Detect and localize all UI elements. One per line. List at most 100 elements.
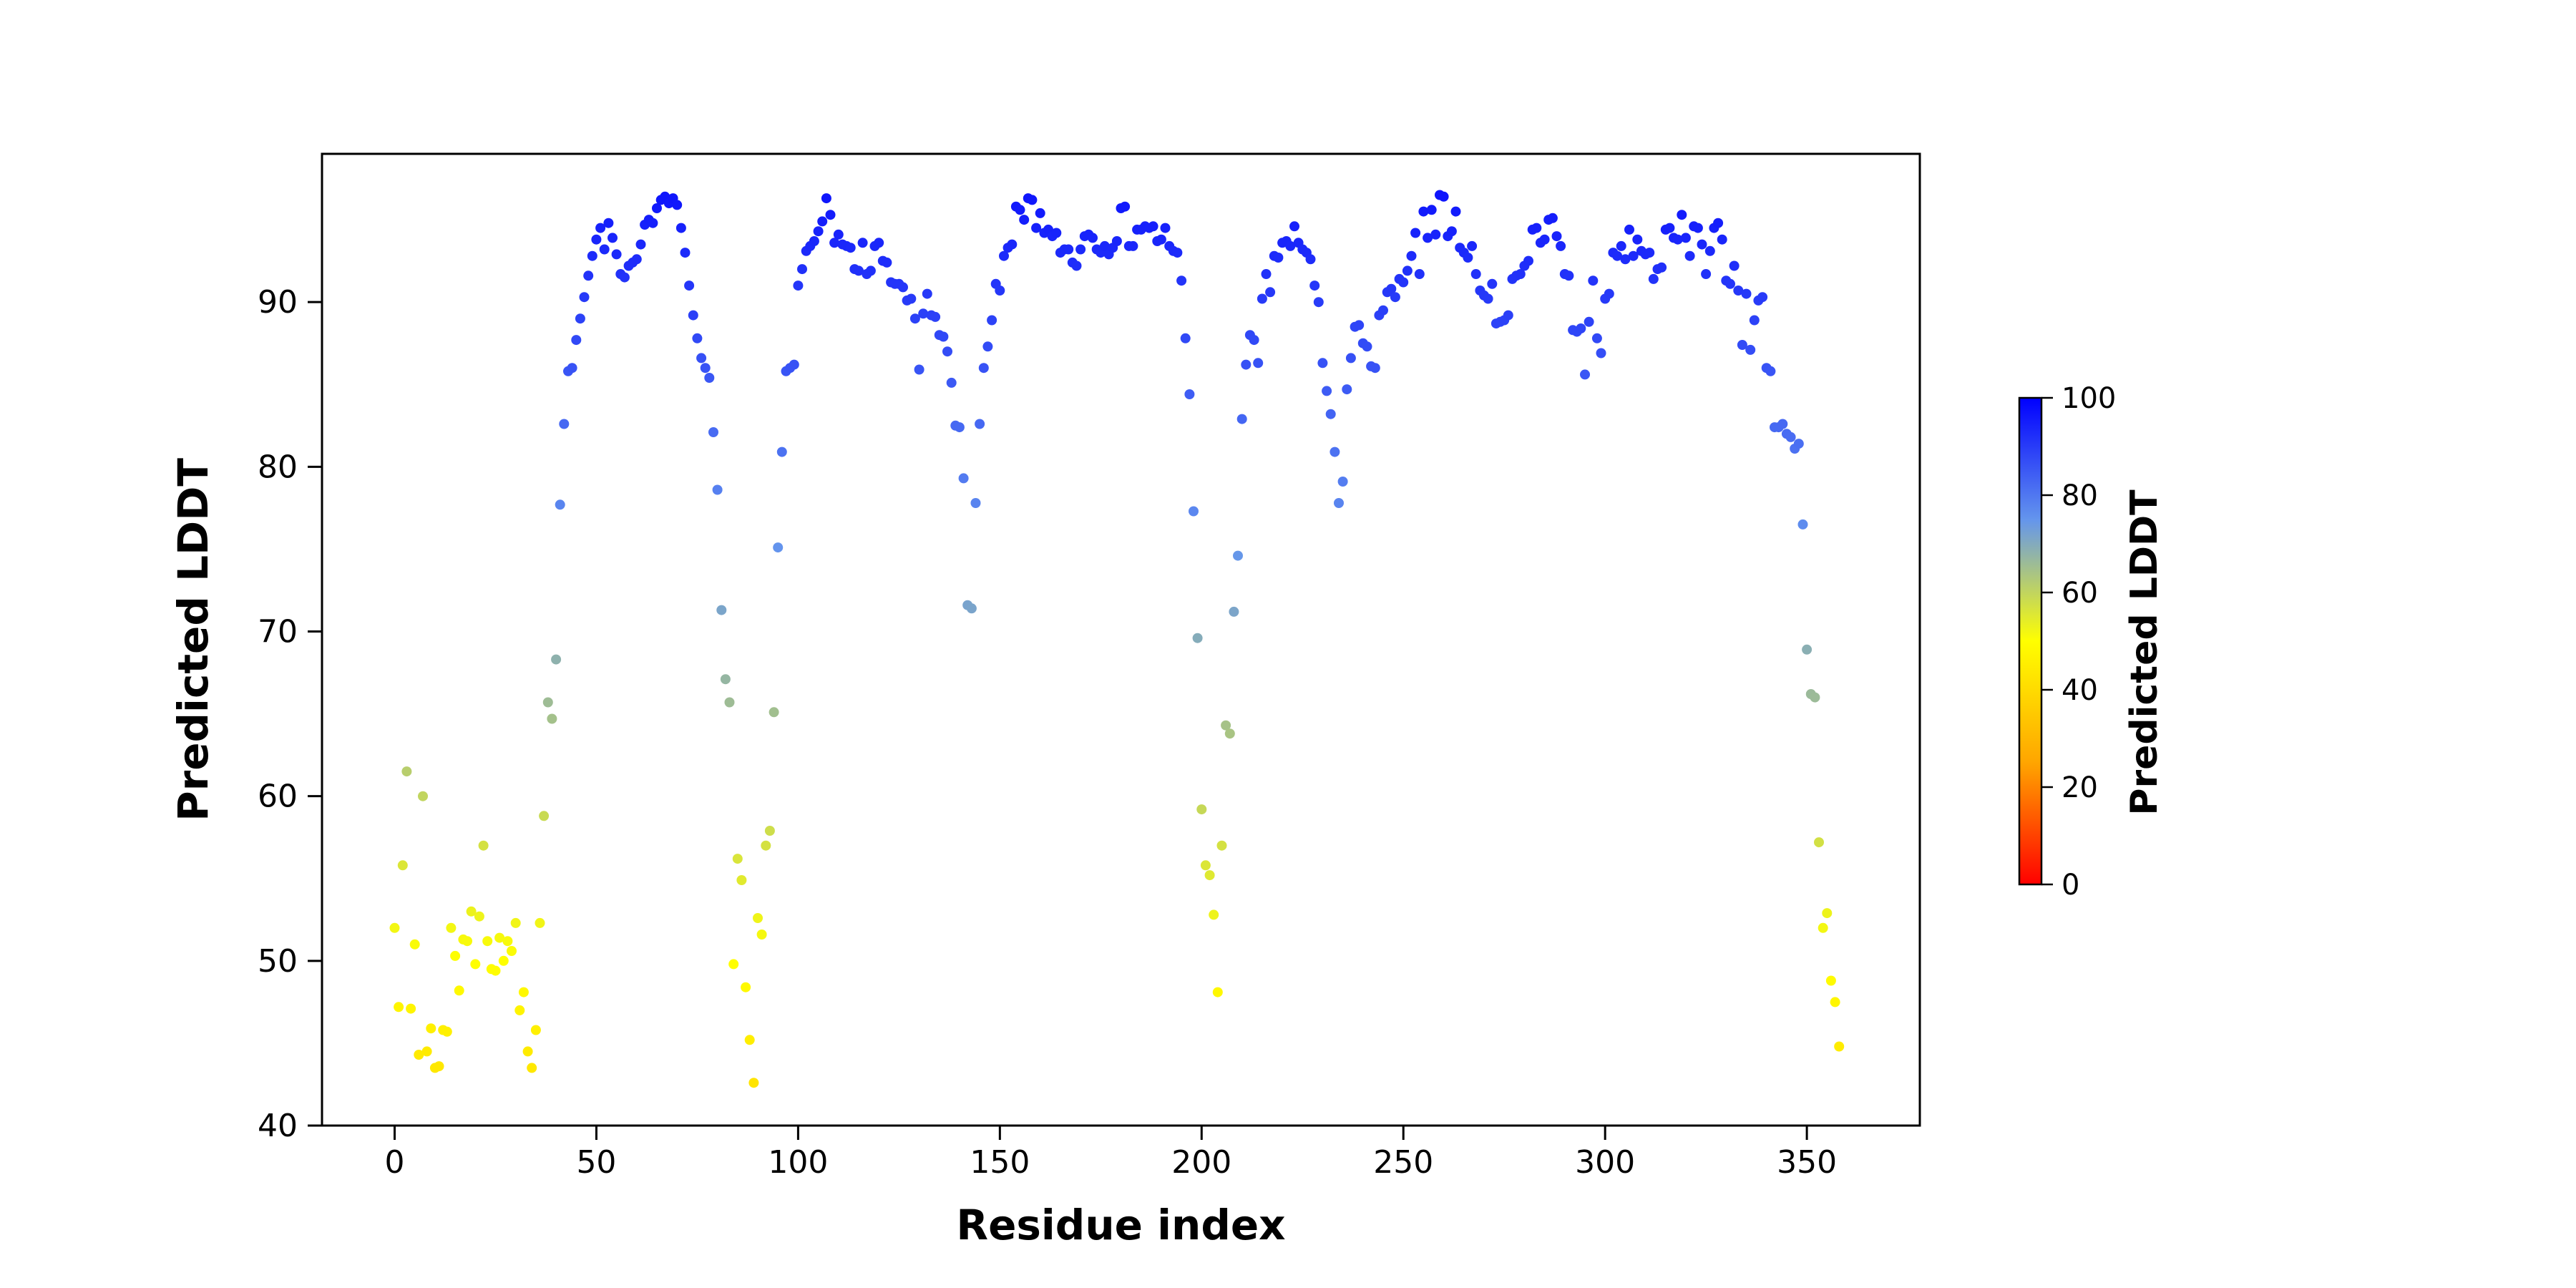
data-point <box>756 930 767 940</box>
data-point <box>958 473 969 484</box>
data-point <box>1515 269 1526 279</box>
data-point <box>741 982 751 992</box>
data-point <box>591 234 602 245</box>
data-point <box>833 229 844 240</box>
colorbar-frame <box>2018 396 2043 886</box>
data-point <box>441 1026 452 1037</box>
data-point <box>675 223 686 233</box>
data-point <box>1672 234 1683 245</box>
data-point <box>708 427 718 437</box>
data-point <box>898 282 908 293</box>
data-point <box>906 293 917 304</box>
data-point <box>704 373 715 383</box>
data-point <box>1212 987 1223 997</box>
data-point <box>1563 270 1574 281</box>
data-point <box>1749 315 1760 326</box>
data-point <box>1362 341 1372 352</box>
data-point <box>1378 305 1388 316</box>
data-point <box>1200 860 1211 871</box>
data-point <box>1354 320 1365 331</box>
data-point <box>909 313 920 324</box>
x-tick-label: 200 <box>1171 1144 1231 1181</box>
data-point <box>470 959 481 970</box>
scatter-points <box>389 190 1845 1088</box>
data-point <box>1717 234 1727 245</box>
data-point <box>595 223 606 233</box>
x-axis-label: Residue index <box>956 1201 1286 1249</box>
x-tick-label: 300 <box>1575 1144 1635 1181</box>
data-point <box>764 826 775 836</box>
data-point <box>502 936 513 947</box>
data-point <box>732 854 743 864</box>
data-point <box>978 363 989 374</box>
data-point <box>1273 253 1284 263</box>
data-point <box>1584 316 1594 327</box>
data-point <box>1015 205 1025 215</box>
data-point <box>1704 245 1715 256</box>
data-point <box>1075 244 1086 255</box>
data-point <box>1664 223 1675 233</box>
data-point <box>1644 248 1655 258</box>
data-point <box>583 270 594 281</box>
colorbar-tick-label: 80 <box>2062 479 2098 512</box>
data-point <box>446 922 457 933</box>
data-point <box>603 218 614 228</box>
data-point <box>1814 837 1824 848</box>
data-point <box>1233 550 1243 561</box>
data-point <box>1628 250 1639 261</box>
data-point <box>418 791 428 801</box>
data-point <box>672 200 683 210</box>
y-tick-label: 80 <box>258 449 298 485</box>
data-point <box>1216 840 1227 851</box>
data-point <box>1099 240 1110 251</box>
data-point <box>982 341 993 352</box>
colorbar-tick-label: 60 <box>2062 577 2098 610</box>
data-point <box>1648 273 1659 284</box>
data-point <box>1386 283 1397 294</box>
data-point <box>1148 221 1158 232</box>
data-point <box>498 955 509 966</box>
x-tick-label: 50 <box>576 1144 616 1181</box>
data-point <box>631 254 642 265</box>
data-point <box>1684 250 1695 261</box>
data-point <box>1692 223 1703 233</box>
y-axis: 40 50 60 70 80 90 <box>258 284 322 1144</box>
data-point <box>761 840 771 851</box>
data-point <box>527 1063 537 1073</box>
data-point <box>684 280 695 291</box>
data-point <box>1322 386 1332 396</box>
data-point <box>1531 223 1542 233</box>
data-point <box>1463 253 1473 263</box>
data-point <box>724 697 735 708</box>
data-point <box>462 936 472 947</box>
y-tick-label: 50 <box>258 943 298 980</box>
data-point <box>1834 1041 1845 1052</box>
data-point <box>1624 224 1634 235</box>
data-point <box>688 310 698 321</box>
data-point <box>680 248 691 258</box>
data-point <box>1616 240 1626 251</box>
data-point <box>970 498 981 508</box>
data-point <box>1596 348 1606 358</box>
y-tick-label: 60 <box>258 779 298 815</box>
data-point <box>535 917 545 928</box>
data-point <box>1184 389 1195 399</box>
data-point <box>776 447 787 457</box>
data-point <box>1019 215 1030 225</box>
data-point <box>720 674 731 685</box>
data-point <box>1027 195 1038 205</box>
data-point <box>1180 333 1191 343</box>
data-point <box>1111 236 1122 246</box>
data-point <box>1031 223 1042 233</box>
x-tick-label: 100 <box>768 1144 828 1181</box>
data-point <box>1677 210 1687 220</box>
data-point <box>914 364 924 375</box>
data-point <box>406 1003 416 1014</box>
data-point <box>1830 997 1840 1008</box>
data-point <box>1410 228 1421 238</box>
data-point <box>474 911 484 922</box>
data-point <box>1229 606 1239 617</box>
data-point <box>1156 234 1166 245</box>
data-point <box>995 286 1005 296</box>
